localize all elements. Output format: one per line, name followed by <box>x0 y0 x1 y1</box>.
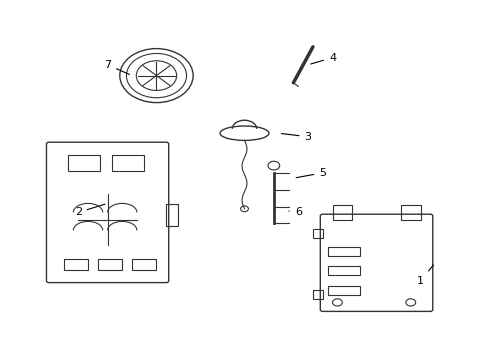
Bar <box>63 259 88 270</box>
Bar <box>400 205 420 220</box>
Text: 1: 1 <box>416 265 432 286</box>
Bar <box>312 290 322 299</box>
Bar <box>112 155 144 171</box>
Bar <box>327 247 359 256</box>
Bar <box>98 259 122 270</box>
Bar <box>327 266 359 275</box>
Bar <box>68 155 100 171</box>
Text: 4: 4 <box>310 53 335 64</box>
Bar <box>166 204 178 226</box>
Text: 6: 6 <box>288 207 301 217</box>
Text: 2: 2 <box>75 204 105 217</box>
Bar <box>327 286 359 295</box>
Bar <box>132 259 156 270</box>
Bar <box>312 229 322 238</box>
Text: 5: 5 <box>296 168 325 178</box>
Bar <box>332 205 351 220</box>
Text: 7: 7 <box>104 60 129 75</box>
Text: 3: 3 <box>281 132 311 142</box>
